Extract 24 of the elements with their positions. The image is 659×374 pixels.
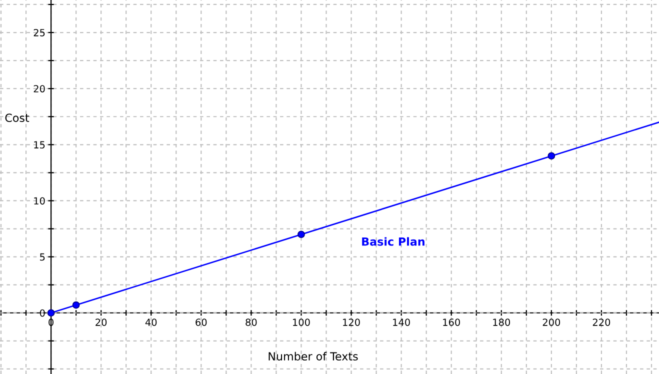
- point: [548, 152, 556, 160]
- x-tick-label: 200: [542, 318, 560, 326]
- y-tick-label: 15: [34, 141, 45, 148]
- x-tick-label: 80: [246, 318, 257, 326]
- x-tick-label: 180: [493, 318, 510, 326]
- x-tick-label: 40: [145, 318, 157, 326]
- x-tick-label: 100: [293, 318, 310, 326]
- y-tick-label: 25: [34, 29, 45, 36]
- x-tick-label: 20: [96, 318, 107, 326]
- y-tick-label: 0: [40, 309, 45, 317]
- y-tick-label: 10: [34, 197, 45, 205]
- series-label: Basic Plan: [362, 237, 424, 246]
- point: [72, 301, 80, 309]
- x-tick-label: 220: [592, 318, 610, 326]
- x-tick-label: 60: [196, 318, 207, 326]
- x-axis-title: Number of Texts: [268, 352, 358, 361]
- x-tick-label: 120: [343, 318, 360, 326]
- x-tick-label: 160: [443, 318, 460, 326]
- y-axis-title: Cost: [5, 114, 30, 122]
- point: [298, 230, 305, 238]
- y-tick-label: 20: [34, 85, 45, 92]
- y-tick-label: 5: [40, 253, 45, 261]
- point: [47, 309, 55, 317]
- x-tick-label: 140: [393, 318, 410, 326]
